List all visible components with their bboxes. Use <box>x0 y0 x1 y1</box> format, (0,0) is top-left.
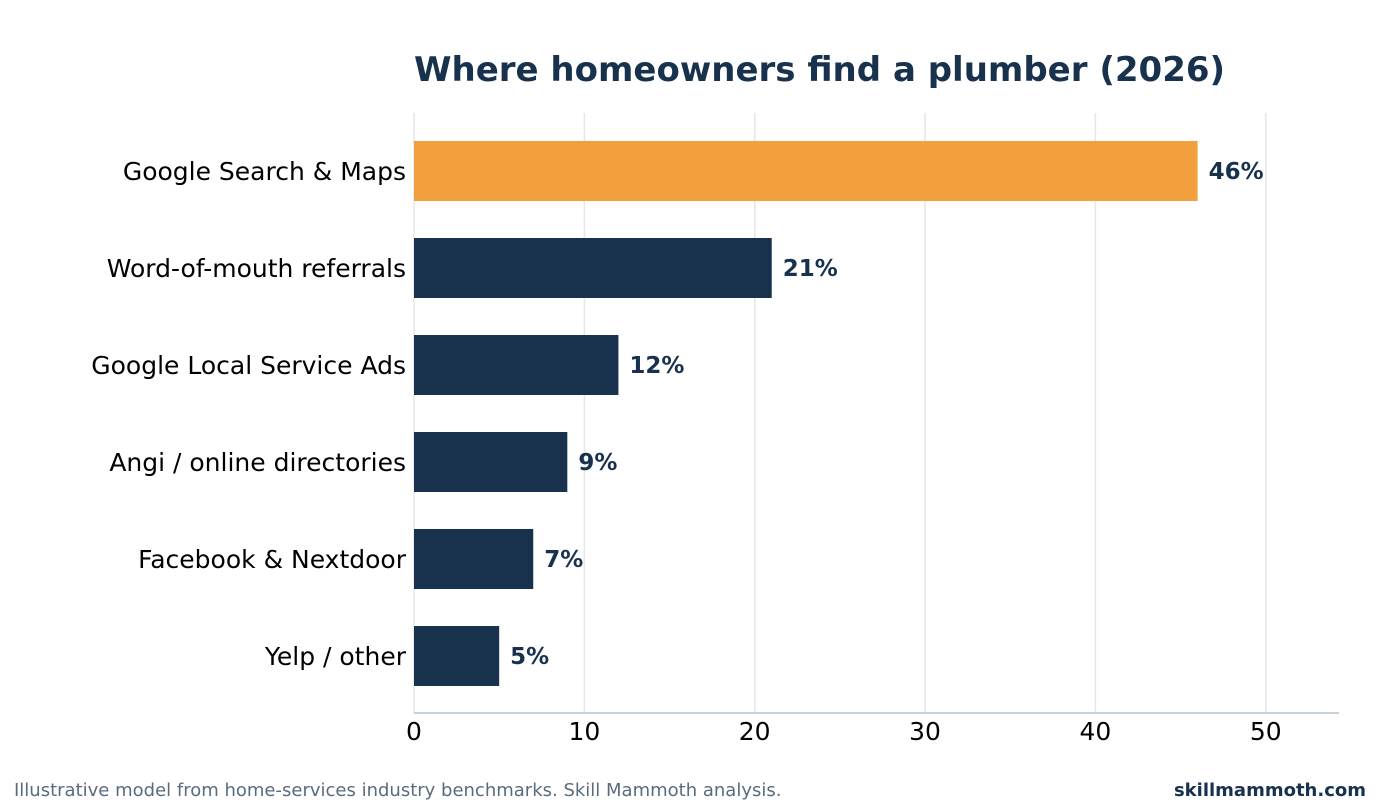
bars <box>414 141 1198 686</box>
bar <box>414 141 1198 201</box>
category-label: Angi / online directories <box>109 448 406 477</box>
category-label: Google Local Service Ads <box>91 351 406 380</box>
x-tick-label: 10 <box>568 717 600 746</box>
bar <box>414 432 568 492</box>
data-label: 7% <box>544 547 583 573</box>
data-label: 46% <box>1209 159 1264 185</box>
footer-brand: skillmammoth.com <box>1173 780 1366 801</box>
data-label: 5% <box>510 644 549 670</box>
category-labels: Google Search & Maps Word-of-mouth referr… <box>91 157 406 671</box>
category-label: Google Search & Maps <box>123 157 406 186</box>
footer-note: Illustrative model from home-services in… <box>14 780 782 801</box>
x-tick-label: 20 <box>739 717 771 746</box>
x-tick-label: 0 <box>406 717 422 746</box>
bar <box>414 626 500 686</box>
chart-title: Where homeowners find a plumber (2026) <box>414 50 1225 90</box>
bar <box>414 529 534 589</box>
x-tick-label: 30 <box>909 717 941 746</box>
category-label: Word-of-mouth referrals <box>107 254 406 283</box>
bar <box>414 335 619 395</box>
bar <box>414 238 772 298</box>
data-labels: 46% 21% 12% 9% 7% 5% <box>510 159 1263 670</box>
data-label: 12% <box>629 353 684 379</box>
category-label: Facebook & Nextdoor <box>138 545 407 574</box>
x-axis-ticks: 0 10 20 30 40 50 <box>406 712 1339 746</box>
x-tick-label: 50 <box>1250 717 1282 746</box>
x-tick-label: 40 <box>1079 717 1111 746</box>
grid-lines <box>413 113 1267 713</box>
data-label: 9% <box>578 450 617 476</box>
data-label: 21% <box>783 256 838 282</box>
category-label: Yelp / other <box>264 642 407 671</box>
